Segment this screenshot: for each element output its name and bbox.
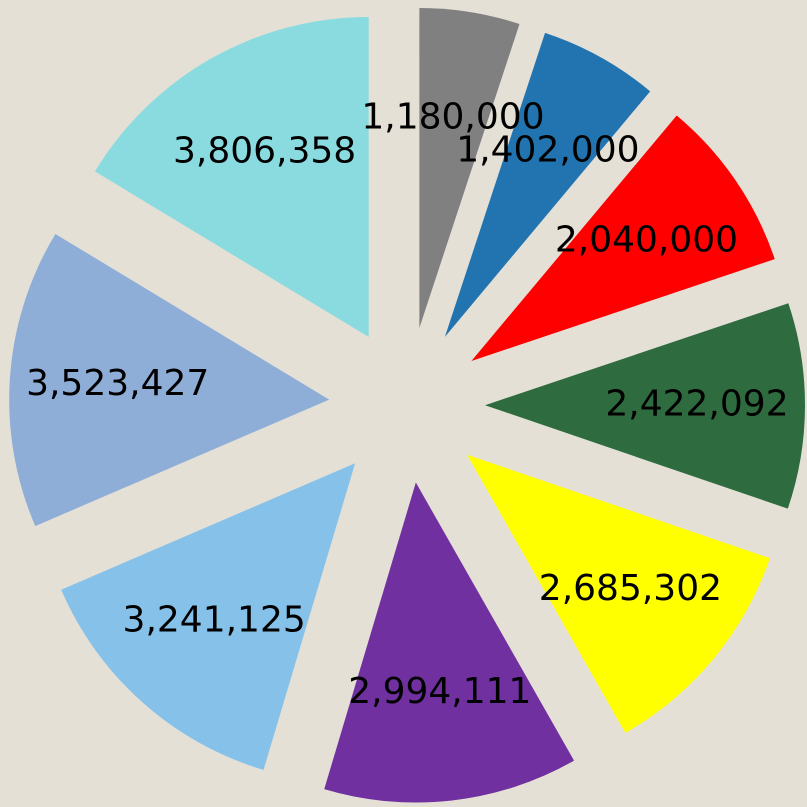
pie-slice xyxy=(419,7,520,328)
pie-slice xyxy=(471,115,775,362)
pie-slice xyxy=(61,463,356,770)
pie-slice xyxy=(94,17,369,338)
pie-slice xyxy=(9,233,330,527)
slice-label: 1,402,000 xyxy=(456,130,639,171)
slice-label: 3,241,125 xyxy=(123,600,306,641)
slice-label: 2,685,302 xyxy=(539,568,722,609)
slice-label: 2,994,111 xyxy=(348,671,531,712)
pie-slice xyxy=(484,303,805,509)
slice-label: 3,523,427 xyxy=(26,363,209,404)
slice-label: 2,040,000 xyxy=(555,219,738,260)
slice-label: 2,422,092 xyxy=(605,384,788,425)
slice-label: 1,180,000 xyxy=(361,97,544,138)
pie-slice xyxy=(467,454,770,733)
pie-slice xyxy=(324,482,575,803)
slice-label: 3,806,358 xyxy=(173,130,356,171)
pie-slice xyxy=(444,32,651,337)
